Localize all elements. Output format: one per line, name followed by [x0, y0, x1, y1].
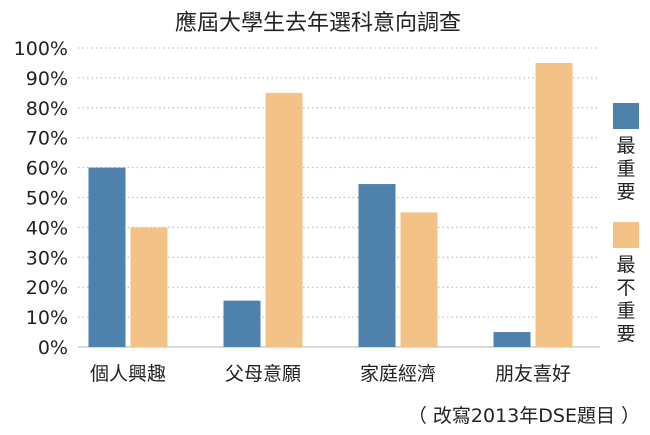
bar-most-important	[358, 184, 396, 347]
y-tick-label: 30%	[26, 247, 68, 269]
legend-label: 最重要	[616, 135, 635, 203]
x-category-label: 家庭經濟	[360, 363, 436, 385]
y-tick-label: 60%	[26, 158, 68, 180]
legend-swatch	[613, 222, 639, 248]
y-tick-label: 50%	[26, 188, 68, 210]
source-note: （ 改寫2013年DSE題目 ）	[408, 405, 640, 427]
bar-most-important	[223, 300, 261, 347]
bar-least-important	[265, 92, 303, 347]
y-tick-label: 90%	[26, 68, 68, 90]
y-tick-label: 70%	[26, 128, 68, 150]
y-tick-label: 80%	[26, 98, 68, 120]
legend-label: 最不重要	[616, 254, 635, 345]
x-axis-categories: 個人興趣 父母意願 家庭經濟 朋友喜好	[90, 363, 571, 385]
bar-most-important	[88, 167, 126, 347]
x-category-label: 朋友喜好	[495, 363, 571, 385]
y-tick-label: 10%	[26, 307, 68, 329]
y-tick-label: 40%	[26, 217, 68, 239]
x-category-label: 父母意願	[225, 363, 301, 385]
y-tick-label: 100%	[14, 38, 68, 60]
legend-swatch	[613, 103, 639, 129]
bar-most-important	[493, 332, 531, 347]
chart-title: 應屆大學生去年選科意向調查	[175, 10, 461, 36]
bar-least-important	[130, 227, 168, 347]
bar-least-important	[400, 212, 438, 347]
bar-least-important	[535, 62, 573, 347]
y-tick-label: 0%	[38, 337, 68, 359]
x-category-label: 個人興趣	[90, 363, 166, 385]
bars	[88, 62, 573, 347]
y-axis-ticks: 0% 10% 20% 30% 40% 50% 60% 70% 80% 90% 100%	[14, 38, 68, 359]
y-tick-label: 20%	[26, 277, 68, 299]
